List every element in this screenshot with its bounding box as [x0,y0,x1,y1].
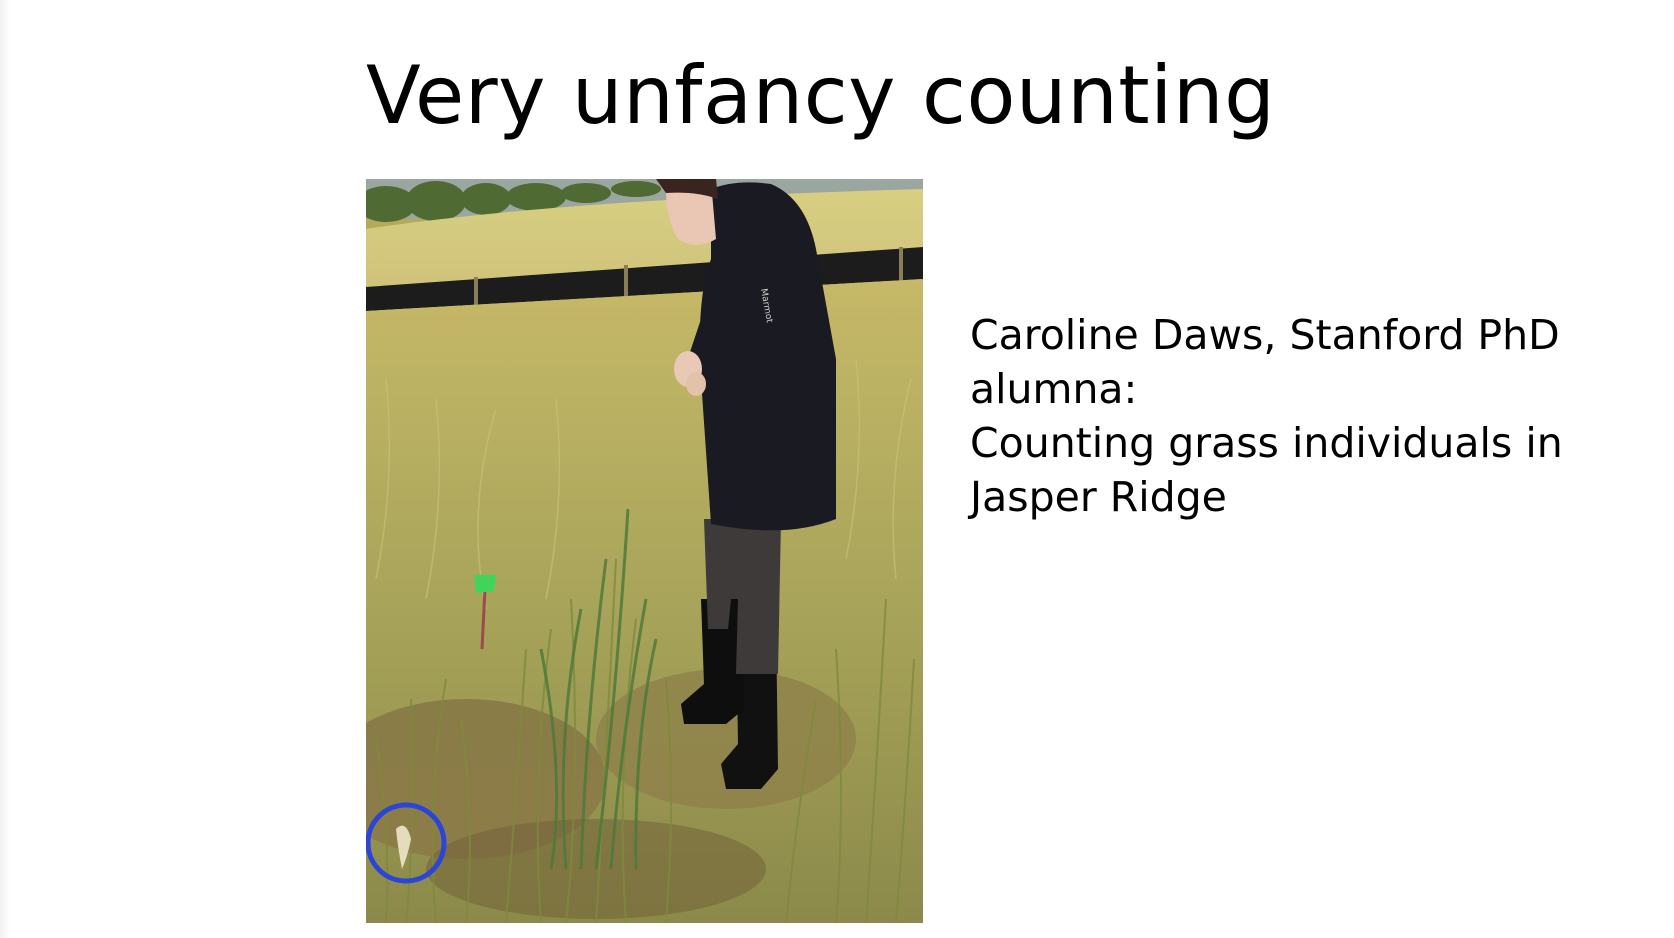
field-photo: Marmot [366,179,923,923]
caption-line: alumna: [970,365,1138,413]
slide-edge-shadow [0,0,10,938]
highlight-circle [366,802,447,884]
slide-title: Very unfancy counting [366,49,1276,142]
person: Marmot [656,179,836,789]
tree-line [366,181,661,222]
caption: Caroline Daws, Stanford PhD alumna: Coun… [970,308,1660,524]
caption-line: Caroline Daws, Stanford PhD [970,311,1560,359]
caption-line: Counting grass individuals in [970,419,1563,467]
caption-line: Jasper Ridge [970,473,1227,521]
plot-flag [474,575,496,650]
